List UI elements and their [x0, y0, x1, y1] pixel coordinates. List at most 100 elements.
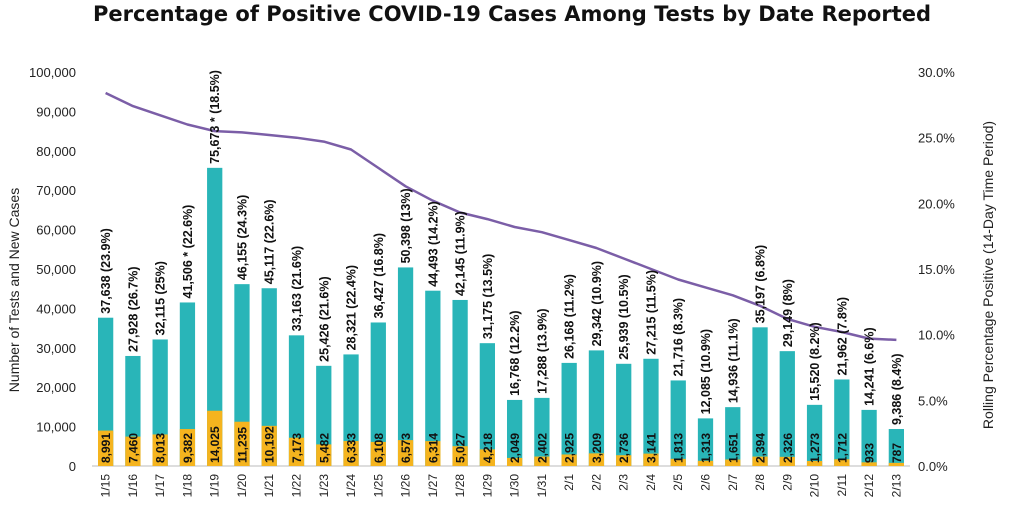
cases-bar [97, 430, 114, 466]
case-value-label: 1,712 [835, 433, 849, 463]
y2-tick-label: 0.0% [918, 459, 948, 474]
x-tick-label: 1/23 [317, 474, 331, 498]
tests-bar [725, 407, 741, 466]
x-tick-label: 2/7 [726, 474, 740, 491]
y2-tick-label: 25.0% [918, 131, 955, 146]
case-value-label: 11,235 [235, 427, 249, 463]
tests-bar [697, 418, 714, 466]
cases-bar [806, 460, 823, 466]
cases-bar [425, 441, 441, 466]
tests-bar [861, 409, 877, 466]
cases-bar [779, 456, 795, 466]
y-axis-ticks: 0 10,000 20,000 30,000 40,000 50,000 60,000 70,… [29, 65, 76, 474]
x-tick-label: 2/8 [753, 474, 767, 491]
cases-bar [506, 457, 523, 466]
case-value-label: 7,460 [126, 433, 140, 463]
tests-bar [370, 322, 386, 466]
cases-bar [643, 453, 659, 466]
case-value-label: 8,013 [154, 433, 168, 463]
tests-bar [479, 343, 496, 466]
x-tick-label: 1/26 [399, 474, 413, 498]
test-value-label: 27,928 (26.7%) [126, 266, 140, 351]
cases-bar [561, 454, 577, 466]
test-value-label: 16,768 (12.2%) [508, 310, 522, 395]
case-value-label: 6,573 [399, 433, 413, 463]
cases-bar [234, 421, 250, 466]
tests-bar [506, 399, 523, 466]
x-axis-ticks: 1/15 1/16 1/17 1/18 1/19 1/20 1/21 1/22 1/23 1/24… [99, 474, 904, 498]
case-value-label: 7,173 [290, 433, 304, 463]
y-tick-label: 40,000 [36, 301, 76, 316]
case-value-label: 2,326 [781, 433, 795, 463]
tests-bar [97, 317, 114, 466]
case-value-label: 6,108 [372, 433, 386, 463]
y-tick-label: 60,000 [36, 223, 76, 238]
tests-bar [534, 397, 550, 466]
test-value-label: 50,398 (13%) [399, 188, 413, 263]
y2-tick-label: 10.0% [918, 328, 955, 343]
tests-bar [643, 358, 659, 466]
x-tick-label: 2/10 [808, 474, 822, 498]
bar-labels: 8,991 37,638 (23.9%) 7,460 27,928 (26.7%) 8,… [99, 70, 904, 463]
x-tick-label: 2/6 [699, 474, 713, 491]
test-value-label: 21,962 (7.8%) [835, 297, 849, 376]
cases-bar [125, 436, 141, 466]
y-tick-label: 70,000 [36, 183, 76, 198]
chart-title: Percentage of Positive COVID-19 Cases Am… [92, 2, 932, 26]
cases-bar [316, 444, 332, 466]
test-value-label: 31,175 (13.5%) [481, 254, 495, 339]
case-value-label: 8,991 [99, 433, 113, 463]
x-tick-label: 2/3 [617, 474, 631, 491]
y-tick-label: 100,000 [29, 65, 76, 80]
case-value-label: 1,273 [808, 433, 822, 463]
cases-bar [861, 462, 877, 466]
x-tick-label: 1/29 [480, 474, 494, 498]
rolling-line [105, 91, 897, 342]
case-value-label: 2,402 [535, 433, 549, 463]
case-value-label: 3,141 [644, 433, 658, 463]
y-tick-label: 50,000 [36, 262, 76, 277]
x-tick-label: 1/15 [99, 474, 113, 498]
tests-bar [179, 302, 196, 466]
cases-bar [479, 449, 496, 466]
tests-bar [261, 288, 277, 466]
case-value-label: 2,925 [563, 433, 577, 463]
test-value-label: 12,085 (10.9%) [699, 329, 713, 414]
x-tick-label: 2/4 [644, 474, 658, 491]
case-value-label: 10,192 [263, 426, 277, 463]
tests-bar [616, 363, 632, 466]
test-value-label: 41,506 * (22.6%) [181, 205, 195, 299]
y2-axis-ticks: 0.0% 5.0% 10.0% 15.0% 20.0% 25.0% 30.0% [918, 65, 955, 474]
tests-bar [316, 365, 332, 466]
y2-tick-label: 5.0% [918, 393, 948, 408]
tests-bar [561, 362, 577, 466]
cases-bar [725, 459, 741, 466]
x-tick-label: 1/16 [126, 474, 140, 498]
cases-bar [888, 462, 905, 466]
test-value-label: 37,638 (23.9%) [99, 228, 113, 313]
x-tick-label: 1/17 [153, 474, 167, 498]
rolling-percentage-line [105, 91, 897, 342]
test-value-label: 17,288 (13.9%) [535, 308, 549, 393]
case-value-label: 933 [863, 443, 877, 463]
tests-bar [152, 339, 168, 466]
x-tick-label: 2/11 [835, 474, 849, 497]
case-value-label: 2,049 [508, 433, 522, 463]
x-tick-label: 1/19 [208, 474, 222, 498]
bars [97, 167, 905, 466]
case-value-label: 1,313 [699, 433, 713, 463]
tests-bar [752, 327, 768, 466]
x-tick-label: 2/12 [862, 474, 876, 498]
case-value-label: 787 [890, 443, 904, 463]
test-value-label: 44,493 (14.2%) [426, 201, 440, 286]
tests-bar [806, 404, 823, 466]
x-tick-label: 2/2 [589, 474, 603, 491]
case-value-label: 9,382 [181, 433, 195, 463]
y2-tick-label: 20.0% [918, 196, 955, 211]
x-tick-label: 1/28 [453, 474, 467, 498]
case-value-label: 5,482 [317, 433, 331, 463]
test-value-label: 33,163 (21.6%) [290, 246, 304, 331]
test-value-label: 32,115 (25%) [154, 261, 168, 335]
case-value-label: 1,813 [672, 433, 686, 463]
tests-bar [343, 354, 359, 466]
